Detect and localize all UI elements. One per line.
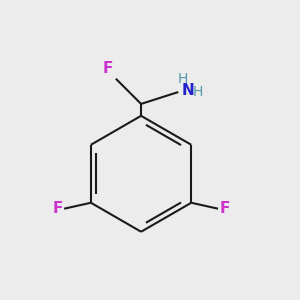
Text: H: H [193, 85, 203, 99]
Text: H: H [178, 72, 188, 86]
Text: F: F [52, 201, 63, 216]
Text: F: F [220, 201, 230, 216]
Text: N: N [182, 83, 194, 98]
Text: F: F [103, 61, 113, 76]
